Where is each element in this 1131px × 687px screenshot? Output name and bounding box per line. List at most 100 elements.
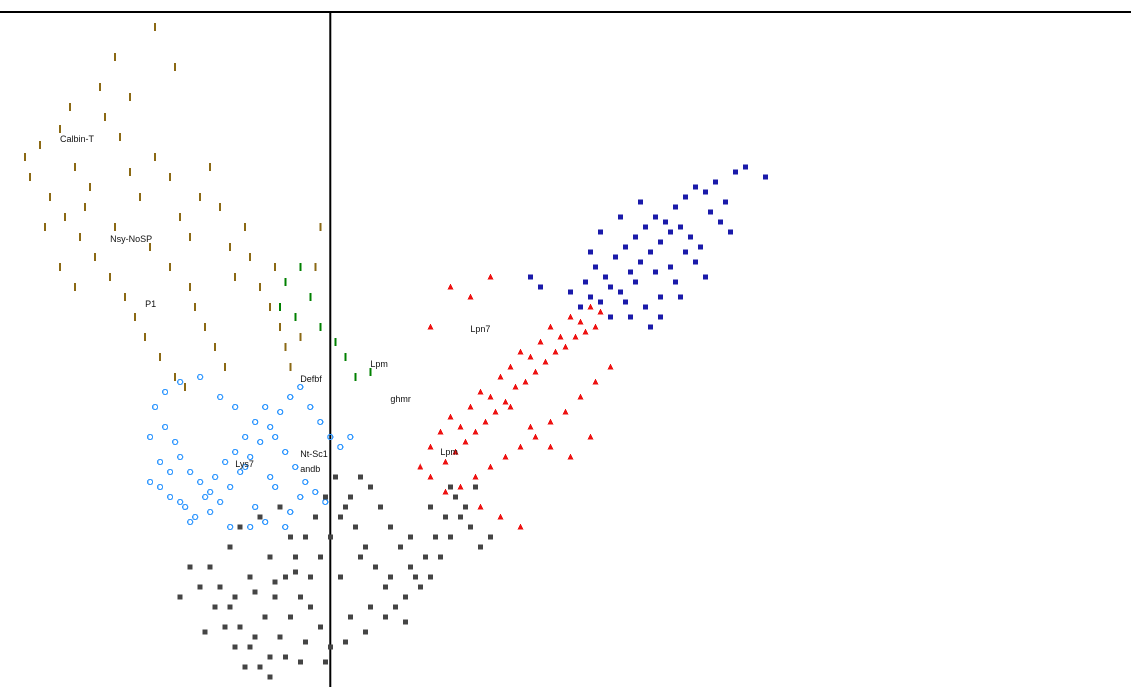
series-4	[527, 164, 769, 330]
data-point	[477, 388, 484, 395]
data-point	[502, 453, 509, 460]
data-point	[129, 93, 132, 101]
data-point	[382, 614, 388, 620]
data-point	[319, 323, 322, 331]
data-point	[182, 503, 189, 511]
data-point	[447, 413, 454, 420]
data-point	[257, 438, 264, 446]
data-point	[29, 173, 32, 181]
data-point	[668, 264, 674, 270]
data-point	[312, 514, 318, 520]
data-point	[462, 504, 468, 510]
data-point	[242, 664, 248, 670]
data-point	[177, 498, 184, 506]
data-point	[69, 103, 72, 111]
data-point	[387, 574, 393, 580]
data-point	[577, 318, 584, 325]
data-point	[537, 338, 544, 345]
data-point	[592, 323, 599, 330]
data-point	[477, 503, 484, 510]
data-point	[397, 544, 403, 550]
data-point	[693, 259, 699, 265]
data-point	[713, 179, 719, 185]
data-point	[728, 229, 734, 235]
data-point	[357, 554, 363, 560]
data-point	[487, 534, 493, 540]
data-point	[74, 163, 77, 171]
data-point	[568, 289, 574, 295]
data-point	[437, 554, 443, 560]
data-point	[342, 639, 348, 645]
data-point	[287, 534, 293, 540]
data-point	[302, 534, 308, 540]
data-point	[244, 223, 247, 231]
data-point	[187, 564, 193, 570]
data-point	[282, 574, 288, 580]
data-point	[663, 219, 669, 225]
data-point	[167, 493, 174, 501]
data-point	[279, 323, 282, 331]
data-point	[527, 274, 533, 280]
data-point	[623, 299, 629, 305]
data-point	[197, 584, 203, 590]
data-point	[623, 244, 629, 250]
data-point	[192, 513, 199, 521]
data-point	[372, 564, 378, 570]
data-point	[537, 284, 543, 290]
data-point	[267, 674, 273, 680]
data-point	[89, 183, 92, 191]
data-point	[567, 453, 574, 460]
data-point	[252, 589, 258, 595]
data-point	[522, 378, 529, 385]
data-point	[347, 494, 353, 500]
data-point	[613, 254, 619, 260]
data-point	[337, 443, 344, 451]
data-point	[212, 473, 219, 481]
data-point	[247, 523, 254, 531]
data-point	[314, 263, 317, 271]
data-point	[472, 473, 479, 480]
data-point	[156, 458, 164, 466]
data-point	[292, 569, 298, 575]
data-point	[282, 654, 288, 660]
data-point	[252, 418, 259, 426]
data-point	[392, 604, 398, 610]
data-point	[174, 63, 177, 71]
data-point	[282, 523, 289, 531]
data-point	[683, 194, 689, 200]
data-point	[588, 249, 594, 255]
point-label: Calbin-T	[60, 134, 95, 144]
data-point	[237, 524, 243, 530]
data-point	[547, 323, 554, 330]
data-point	[172, 438, 179, 446]
data-point	[277, 634, 283, 640]
data-point	[658, 294, 664, 300]
data-point	[267, 423, 274, 431]
data-point	[648, 249, 654, 255]
data-point	[703, 274, 709, 280]
data-point	[417, 463, 424, 470]
data-point	[442, 458, 449, 465]
data-point	[708, 209, 714, 215]
data-point	[257, 514, 263, 520]
data-point	[653, 269, 659, 275]
data-point	[427, 443, 434, 450]
data-point	[367, 604, 373, 610]
data-point	[698, 244, 704, 250]
data-point	[447, 534, 453, 540]
data-point	[262, 614, 268, 620]
data-point	[487, 273, 494, 280]
data-point	[322, 659, 328, 665]
data-point	[222, 624, 228, 630]
data-point	[507, 363, 514, 370]
data-point	[557, 333, 564, 340]
data-point	[517, 523, 524, 530]
data-point	[382, 584, 388, 590]
data-point	[683, 249, 689, 255]
data-point	[407, 564, 413, 570]
data-point	[608, 284, 614, 290]
data-point	[412, 574, 418, 580]
data-point	[299, 263, 302, 271]
data-point	[114, 53, 117, 61]
data-point	[402, 619, 408, 625]
